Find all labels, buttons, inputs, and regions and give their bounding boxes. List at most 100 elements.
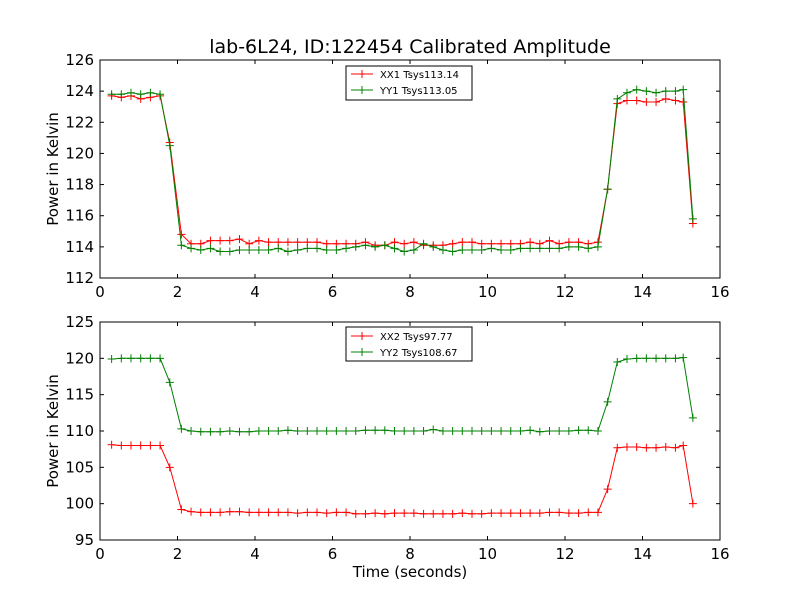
- top-plot-area: 0 2 4 6 8 10 12 14 16 112 114 116 118 120 122 124 126: [65, 51, 729, 301]
- bottom-series-0-point: [187, 507, 196, 516]
- bottom-series-1-point: [361, 426, 370, 435]
- bottom-y-tick-label: 95: [75, 531, 94, 549]
- top-series-1-point: [380, 241, 389, 250]
- top-series-1-point: [342, 244, 351, 253]
- top-series-0-point: [652, 98, 661, 107]
- bottom-series-1-point: [526, 426, 535, 435]
- bottom-y-tick-label: 100: [65, 495, 94, 513]
- bottom-series-0-point: [196, 508, 205, 517]
- legend-label-yy1: YY1 Tsys113.05: [379, 86, 458, 97]
- bottom-series-0-point: [593, 508, 602, 517]
- bottom-series-1-point: [225, 427, 234, 435]
- top-y-tick-label: 112: [65, 269, 94, 287]
- bottom-series-0-point: [117, 441, 126, 450]
- bottom-series-1-point: [146, 354, 155, 363]
- bottom-series-1-point: [322, 427, 331, 435]
- bottom-x-tick-label: 0: [95, 545, 105, 563]
- bottom-series-1-point: [516, 427, 525, 435]
- bottom-series-1-point: [419, 427, 428, 435]
- top-series-1-point: [555, 244, 564, 253]
- top-series-1-point: [351, 242, 360, 251]
- top-series-0-point: [679, 98, 688, 107]
- top-series-1-point: [225, 247, 234, 256]
- top-series-1-point: [516, 244, 525, 253]
- top-series-1-point: [448, 247, 457, 256]
- legend-label-xx2: XX2 Tsys97.77: [380, 332, 453, 343]
- bottom-series-1-point: [603, 397, 612, 406]
- top-y-axis-label: Power in Kelvin: [44, 112, 62, 226]
- bottom-series-0-point: [555, 508, 564, 517]
- top-y-tick-label: 126: [65, 51, 94, 69]
- top-series-1-point: [332, 245, 341, 254]
- top-x-tick-label: 4: [250, 283, 260, 301]
- bottom-series-0-point: [127, 441, 135, 450]
- bottom-series-0-point: [487, 509, 496, 518]
- bottom-y-axis-label: Power in Kelvin: [44, 374, 62, 488]
- bottom-series-1-point: [390, 427, 399, 435]
- bottom-series-0-point: [613, 443, 622, 452]
- bottom-x-tick-label: 10: [478, 545, 497, 563]
- bottom-series-0-point: [390, 509, 399, 518]
- top-series-1-point: [274, 244, 283, 253]
- top-series-1-point: [206, 244, 215, 253]
- bottom-series-0-point: [136, 441, 145, 450]
- bottom-series-0-point: [642, 443, 651, 452]
- bottom-x-tick-label: 8: [405, 545, 415, 563]
- top-series-0-point: [400, 239, 409, 248]
- legend-label-yy2: YY2 Tsys108.67: [379, 348, 458, 359]
- top-series-0-point: [642, 98, 651, 107]
- top-series-0-point: [235, 235, 244, 244]
- top-series-1-point: [136, 90, 145, 99]
- bottom-series-0-point: [361, 509, 370, 518]
- top-series-0-point: [661, 94, 670, 103]
- top-series-1-point: [632, 85, 641, 94]
- bottom-series-1-point: [107, 355, 116, 364]
- bottom-series-1-point: [235, 427, 244, 436]
- bottom-series-0-point: [371, 509, 380, 518]
- top-series-1-point: [127, 88, 135, 97]
- top-series-1-point: [458, 245, 467, 254]
- bottom-series-0-point: [264, 508, 273, 517]
- top-series-0-point: [671, 96, 680, 105]
- bottom-series-1-point: [351, 427, 360, 435]
- bottom-series-0-point: [216, 508, 225, 517]
- top-series-1-point: [187, 244, 196, 253]
- bottom-series-1-point: [429, 425, 438, 434]
- bottom-series-1-point: [156, 354, 165, 363]
- bottom-series-0-point: [332, 508, 341, 517]
- bottom-series-1-point: [584, 426, 593, 435]
- top-x-tick-label: 6: [328, 283, 338, 301]
- bottom-series-0-point: [564, 509, 573, 518]
- bottom-x-tick-label: 6: [328, 545, 338, 563]
- bottom-series-1-point: [632, 354, 641, 363]
- top-series-1-point: [429, 242, 438, 251]
- bottom-y-tick-label: 110: [65, 422, 94, 440]
- top-panel: lab-6L24, ID:122454 Calibrated Amplitude…: [44, 36, 730, 301]
- bottom-series-0-point: [293, 509, 302, 518]
- bottom-series-1-point: [506, 427, 515, 435]
- top-series-1-point: [671, 87, 680, 96]
- bottom-axes-frame: [99, 321, 721, 541]
- bottom-y-tick-label: 105: [65, 458, 94, 476]
- top-series-0-point: [468, 238, 476, 247]
- bottom-x-tick-label: 14: [633, 545, 652, 563]
- bottom-series-0-point: [671, 443, 680, 452]
- top-series-1-point: [613, 94, 622, 103]
- bottom-x-tick-label: 4: [250, 545, 260, 563]
- top-y-tick-label: 120: [65, 144, 94, 162]
- top-x-tick-label: 2: [173, 283, 183, 301]
- top-series-1-point: [107, 90, 116, 99]
- legend-marker-yy1: [358, 86, 366, 94]
- bottom-series-1-point: [487, 427, 496, 435]
- bottom-series-0-point: [535, 509, 544, 518]
- bottom-series-1-point: [136, 354, 145, 363]
- bottom-series-0-point: [429, 509, 438, 518]
- top-series-1-point: [506, 245, 515, 254]
- bottom-series-1-point: [545, 427, 554, 435]
- bottom-series-0-point: [409, 509, 418, 518]
- bottom-series-0-point: [165, 463, 174, 472]
- top-series-0-point: [283, 238, 292, 247]
- bottom-series-1-point: [400, 427, 409, 435]
- top-series-0-point: [177, 230, 186, 239]
- top-series-1-point: [322, 245, 331, 254]
